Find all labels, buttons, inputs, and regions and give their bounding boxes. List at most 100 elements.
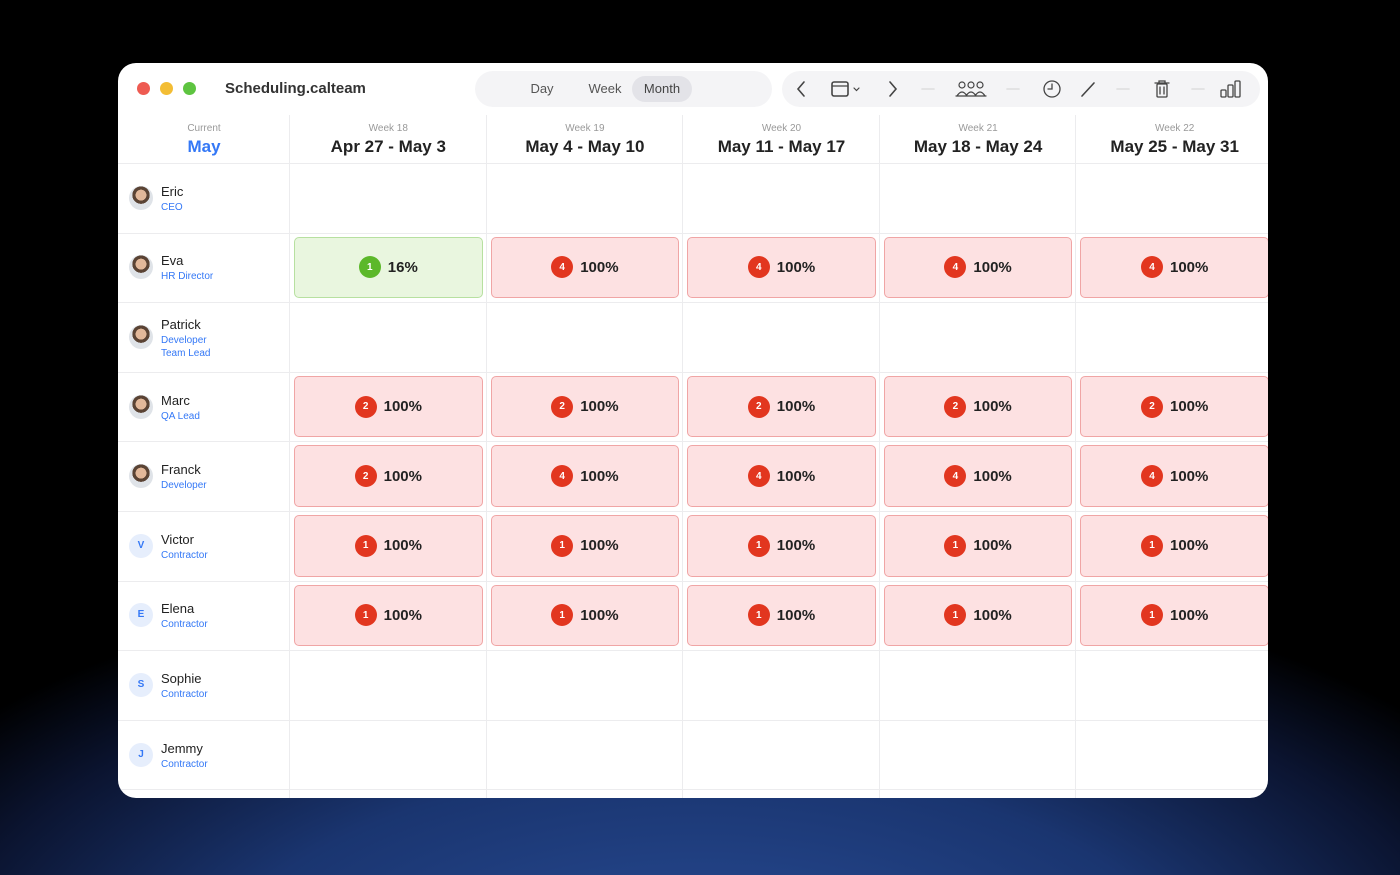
avatar-photo	[129, 464, 153, 489]
allocation-cell[interactable]: 4 100%	[883, 445, 1073, 507]
allocation-cell[interactable]: 1 100%	[1080, 584, 1268, 647]
row-divider	[118, 580, 1268, 582]
load-percent: 100%	[383, 606, 422, 624]
week-label: Week 22	[1155, 123, 1195, 134]
load-percent: 100%	[776, 537, 816, 555]
allocation-cell[interactable]: 4 100%	[490, 445, 680, 507]
view-tab[interactable]: Month	[632, 76, 692, 102]
allocation-cell[interactable]: 1 100%	[883, 515, 1073, 577]
task-count: 2	[1141, 395, 1163, 418]
week-range: May 18 - May 24	[913, 137, 1043, 156]
allocation-cell[interactable]: 1 100%	[294, 584, 483, 647]
current-label: Current	[187, 123, 221, 134]
allocation-cell[interactable]: 1 100%	[687, 515, 876, 577]
view-tab[interactable]: Day	[530, 81, 554, 96]
chart-button[interactable]	[1220, 80, 1241, 98]
allocation-cell[interactable]: 2 100%	[1080, 375, 1268, 438]
column-divider	[878, 115, 880, 798]
row-divider	[118, 441, 1268, 443]
person-role: QA Lead	[161, 410, 200, 422]
allocation-cell[interactable]: 2 100%	[687, 375, 876, 438]
allocation-cell[interactable]: 1 100%	[883, 584, 1073, 647]
allocation-cell[interactable]: 4 100%	[687, 445, 876, 507]
person-name: Elena	[161, 601, 195, 617]
load-percent: 100%	[973, 398, 1012, 416]
column-divider	[289, 115, 290, 798]
avatar-initial: V	[129, 533, 153, 558]
person-name: Victor	[161, 531, 194, 547]
allocation-cell[interactable]: 1 100%	[687, 584, 876, 647]
allocation-cell[interactable]: 2 100%	[294, 445, 483, 507]
person-role: Contractor	[161, 758, 208, 770]
load-percent: 100%	[1170, 606, 1209, 624]
person-name: Patrick	[161, 316, 201, 332]
load-percent: 16%	[387, 258, 418, 276]
avatar-photo	[129, 255, 153, 280]
person-role: Contractor	[161, 549, 208, 561]
load-percent: 100%	[1170, 258, 1209, 276]
prev-button[interactable]	[796, 81, 805, 97]
allocation-cell[interactable]: 1 100%	[490, 584, 680, 647]
app-window: Scheduling.calteam Current May Week 18 Ap…	[118, 63, 1268, 798]
allocation-cell[interactable]: 2 100%	[294, 375, 483, 438]
allocation-cell[interactable]: 4 100%	[490, 236, 680, 299]
allocation-cell[interactable]: 1 100%	[294, 515, 483, 577]
task-count: 2	[551, 395, 574, 418]
week-label: Week 21	[958, 123, 998, 134]
view-switcher	[475, 71, 772, 107]
task-count: 1	[551, 534, 574, 557]
load-percent: 100%	[580, 467, 619, 485]
task-count: 1	[354, 534, 377, 557]
task-count: 2	[354, 395, 377, 418]
person-name: Sophie	[161, 671, 202, 686]
zoom-button[interactable]	[183, 82, 196, 95]
row-divider	[118, 650, 1268, 652]
load-percent: 100%	[1170, 398, 1209, 416]
allocation-cell[interactable]: 4 100%	[883, 236, 1073, 299]
allocation-cell[interactable]: 4 100%	[1080, 445, 1268, 507]
close-button[interactable]	[137, 82, 150, 95]
week-label: Week 19	[565, 123, 605, 134]
person-role: HR Director	[161, 271, 214, 283]
allocation-cell[interactable]: 1 16%	[294, 236, 483, 299]
task-count: 1	[944, 534, 967, 557]
load-percent: 100%	[1170, 467, 1209, 485]
view-tab[interactable]: Week	[588, 81, 622, 96]
task-count: 4	[551, 256, 574, 279]
load-percent: 100%	[973, 258, 1012, 276]
task-count: 4	[1141, 256, 1163, 279]
team-button[interactable]	[955, 81, 987, 97]
allocation-cell[interactable]: 4 100%	[687, 236, 876, 299]
edit-button[interactable]	[1081, 82, 1095, 97]
week-range: May 4 - May 10	[525, 137, 645, 156]
avatar-initial: E	[129, 603, 153, 628]
allocation-cell[interactable]: 2 100%	[883, 375, 1073, 438]
row-divider	[118, 371, 1268, 373]
load-percent: 100%	[580, 606, 619, 624]
allocation-cell[interactable]: 2 100%	[490, 375, 680, 438]
clock-button[interactable]	[1043, 80, 1061, 98]
column-divider	[1075, 115, 1077, 798]
task-count: 4	[1141, 465, 1163, 488]
calendar-button[interactable]	[831, 81, 849, 97]
toolbar	[782, 71, 1260, 107]
task-count: 4	[551, 465, 574, 488]
load-percent: 100%	[383, 398, 422, 416]
person-role: CEO	[161, 201, 183, 213]
task-count: 1	[354, 604, 377, 627]
row-divider	[118, 232, 1268, 234]
allocation-cell[interactable]: 4 100%	[1080, 236, 1268, 299]
task-count: 4	[747, 465, 770, 488]
minimize-button[interactable]	[160, 82, 173, 95]
delete-button[interactable]	[1154, 80, 1170, 98]
week-range: Apr 27 - May 3	[330, 137, 446, 156]
avatar-photo	[129, 185, 153, 210]
row-divider	[118, 789, 1268, 791]
column-divider	[682, 115, 684, 798]
allocation-cell[interactable]: 1 100%	[1080, 515, 1268, 577]
allocation-cell[interactable]: 1 100%	[490, 515, 680, 577]
column-divider	[485, 115, 487, 798]
next-button[interactable]	[889, 81, 898, 97]
person-role: Developer	[161, 334, 207, 346]
